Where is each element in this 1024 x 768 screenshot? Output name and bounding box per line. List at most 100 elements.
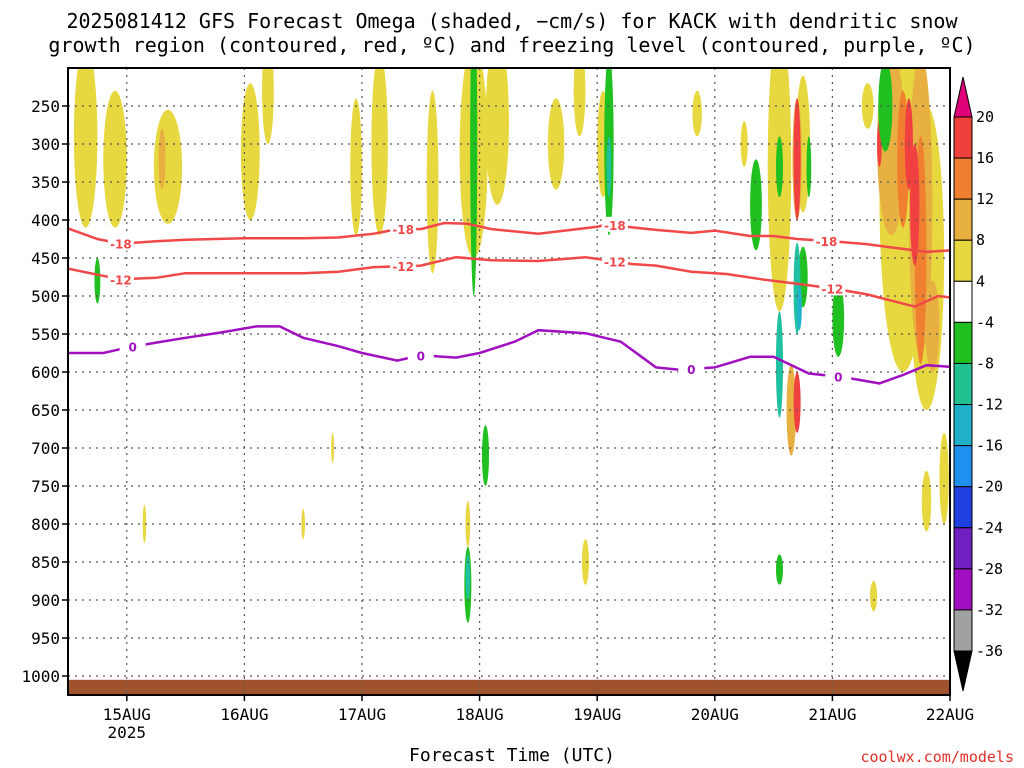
omega-shade-1 [103,90,127,228]
contour-label-dgz_minus12-2: -12 [604,256,626,270]
chart-title-line-1: 2025081412 GFS Forecast Omega (shaded, −… [66,9,958,33]
plot-frame [67,67,951,696]
colorbar-label-5: -4 [976,313,994,331]
omega-shade-13 [692,90,702,137]
colorbar-label-12: -32 [976,601,1003,619]
x-tick-label-6: 21AUG [808,705,856,724]
colorbar-label-11: -28 [976,560,1003,578]
grid-layer [68,68,951,695]
y-tick-label-750: 750 [31,477,60,496]
omega-shade-33 [925,280,940,372]
x-tick-label-7: 22AUG [926,705,974,724]
y-tick-label-350: 350 [31,173,60,192]
colorbar-label-3: 8 [976,231,985,249]
omega-shade-6 [371,68,388,236]
contour-label-dgz_minus18-0: -18 [110,238,132,252]
omega-shade-11 [573,68,586,137]
contour-layer [68,221,950,385]
colorbar-label-6: -8 [976,354,994,372]
x-tick-label-3: 18AUG [456,705,504,724]
omega-shade-52 [94,258,101,304]
omega-shade-24 [870,581,878,612]
colorbar-bottom-arrow [953,650,973,692]
omega-shade-55 [606,136,612,198]
colorbar-band-2 [953,198,973,241]
contour-label-bg-dgz_minus18-2 [601,216,628,232]
colorbar-band-1 [953,157,973,200]
y-tick-label-450: 450 [31,249,60,268]
x-tick-label-0: 15AUG [103,705,151,724]
colorbar-label-10: -24 [976,519,1003,537]
contour-label-dgz_minus18-1: -18 [392,223,414,237]
contour-label-bg-dgz_minus18-3 [813,232,840,248]
x-tick-label-1: 16AUG [220,705,268,724]
colorbar-band-7 [953,404,973,447]
colorbar-top-arrow [953,76,973,118]
omega-shade-39 [793,372,801,433]
colorbar-band-9 [953,486,973,529]
omega-shading-layer [68,68,950,695]
omega-shade-26 [939,432,949,524]
colorbar-band-10 [953,527,973,570]
omega-shade-0 [73,68,98,228]
contour-labels-layer: -18 -18 -18 -18 -12 -12 -12 -12 0 0 0 0 [107,216,852,385]
omega-shade-23 [581,539,589,585]
contour-label-dgz_minus12-0: -12 [110,273,132,287]
omega-shade-32 [786,364,796,456]
contour-label-freezing_level-3: 0 [834,371,842,385]
omega-shade-46 [481,425,490,486]
y-tick-label-1000: 1000 [21,667,60,686]
y-tick-label-300: 300 [31,135,60,154]
omega-shade-25 [921,470,932,532]
omega-shade-20 [142,505,147,543]
colorbar-label-1: 16 [976,149,994,167]
omega-shade-27 [331,432,335,464]
y-tick-label-250: 250 [31,97,60,116]
omega-shade-54 [465,554,471,600]
credit-text: coolwx.com/models [860,748,1014,766]
contour-label-bg-freezing_level-3 [825,368,852,384]
contour-label-bg-dgz_minus18-1 [390,221,417,237]
contour-label-bg-dgz_minus12-3 [819,280,846,296]
colorbar-band-5 [953,321,973,364]
omega-shade-10 [547,98,565,190]
omega-shade-9 [485,68,509,205]
contour-label-bg-dgz_minus18-0 [107,235,134,251]
omega-shade-21 [301,508,305,540]
contour-label-bg-dgz_minus12-1 [390,258,417,274]
omega-shade-31 [158,128,166,190]
omega-shade-53 [775,311,784,418]
y-tick-label-800: 800 [31,515,60,534]
colorbar-label-13: -36 [976,642,1003,660]
contour-label-bg-dgz_minus12-0 [107,271,134,287]
contour-dgz_minus12 [68,255,950,308]
y-axis: 250 300 350 400 450 500 550 600 650 700 750 800 850 9… [21,97,68,686]
colorbar-band-8 [953,445,973,488]
contour-label-dgz_minus18-3: -18 [816,235,838,249]
colorbar-band-6 [953,362,973,406]
contour-label-bg-freezing_level-2 [678,360,705,376]
y-tick-label-700: 700 [31,439,60,458]
colorbar: 20 16 12 8 4 -4 -8 -12 -16 -20 -24 -28 -32 -36 [953,76,1003,692]
y-tick-label-500: 500 [31,287,60,306]
y-tick-label-950: 950 [31,629,60,648]
colorbar-label-9: -20 [976,478,1003,496]
colorbar-label-8: -16 [976,437,1003,455]
colorbar-band-12 [953,609,973,652]
contour-label-dgz_minus12-3: -12 [822,282,844,296]
y-tick-label-600: 600 [31,363,60,382]
colorbar-label-2: 12 [976,190,994,208]
x-tick-label-4: 19AUG [573,705,621,724]
omega-shade-37 [910,144,920,266]
colorbar-band-11 [953,568,973,611]
contour-label-freezing_level-0: 0 [129,341,137,355]
omega-shade-43 [878,68,893,152]
y-tick-label-400: 400 [31,211,60,230]
contour-label-dgz_minus18-2: -18 [604,219,626,233]
terrain-strip [68,679,950,695]
colorbar-band-3 [953,239,973,282]
omega-shade-38 [793,98,801,220]
contour-label-bg-freezing_level-1 [407,347,434,363]
